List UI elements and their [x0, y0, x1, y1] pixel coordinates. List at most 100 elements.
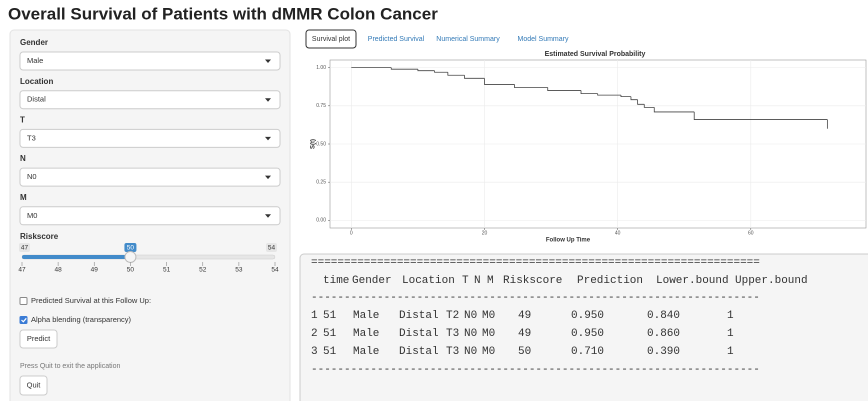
checkbox-label: Alpha blending (transparency) [31, 315, 132, 324]
select-box[interactable] [19, 206, 281, 226]
select-caret [265, 59, 271, 63]
quit-button-label: Quit [27, 380, 42, 389]
survival-step [637, 99, 645, 105]
tab-active-box [305, 29, 357, 49]
output-cell: 51 [323, 310, 337, 322]
output-cell: 51 [323, 346, 337, 358]
survival-step [390, 67, 418, 70]
tab[interactable]: Numerical Summary [436, 36, 500, 43]
select-caret [265, 136, 271, 141]
tab[interactable]: Predicted Survival [368, 36, 425, 43]
survival-step [514, 84, 548, 88]
select-box[interactable] [19, 51, 281, 71]
output-header: Prediction [577, 275, 643, 287]
output-header: Upper.bound [735, 275, 808, 287]
output-cell: T2 [446, 310, 459, 322]
y-tick-label: 1.00 [316, 65, 326, 71]
slider-max: 54 [268, 245, 276, 252]
output-header: Location [402, 275, 455, 287]
slider-fill [22, 255, 131, 259]
select-box[interactable] [19, 167, 281, 187]
survival-step [434, 70, 448, 73]
slider-tick-label: 53 [235, 267, 243, 274]
survival-step [620, 95, 631, 98]
output-header: N [474, 275, 481, 287]
output-cell: Distal [399, 346, 439, 358]
survival-step [547, 87, 582, 91]
y-tick-label: 0.50 [316, 141, 326, 147]
output-rule: ========================================… [311, 257, 760, 269]
output-header: M [487, 275, 494, 287]
page-title: Overall Survival of Patients with dMMR C… [8, 4, 438, 23]
quit-button[interactable] [19, 375, 48, 396]
select-value: Distal [27, 95, 46, 104]
input-label: Gender [20, 38, 48, 47]
checkbox[interactable] [19, 297, 28, 305]
select-value: N0 [27, 172, 37, 181]
output-cell: 0.950 [571, 310, 604, 322]
output-cell: 2 [311, 328, 318, 340]
input-label: N [20, 154, 26, 163]
input-label: Location [20, 77, 53, 86]
output-cell: N0 [464, 310, 477, 322]
output-cell: T3 [446, 328, 459, 340]
y-tick-label: 0.00 [316, 218, 326, 224]
output-cell: 0.390 [647, 346, 680, 358]
slider-tick-label: 52 [199, 267, 207, 274]
input-label: M [20, 193, 27, 202]
output-header: T [462, 275, 469, 287]
output-cell: Distal [399, 310, 439, 322]
survival-step [630, 96, 638, 101]
output-cell: 0.840 [647, 310, 680, 322]
y-tick-label: 0.25 [316, 180, 326, 186]
checkbox[interactable] [19, 316, 28, 324]
output-cell: Male [353, 346, 379, 358]
x-tick-label: 60 [748, 230, 754, 236]
slider-tick-label: 50 [127, 267, 135, 274]
output-rule: ----------------------------------------… [311, 292, 760, 304]
survival-step [653, 107, 695, 113]
survival-step [417, 69, 435, 72]
slider-tick-label: 54 [271, 267, 279, 274]
tab[interactable]: Survival plot [312, 36, 350, 43]
predict-button[interactable] [19, 329, 58, 349]
select-caret [265, 175, 271, 180]
output-header: time [323, 275, 349, 287]
check-mark [21, 317, 27, 323]
output-cell: T3 [446, 346, 459, 358]
y-axis-label: S(t) [311, 139, 317, 149]
slider-min-box [19, 243, 30, 252]
survival-step [580, 90, 598, 94]
output-cell: 49 [518, 328, 531, 340]
y-tick-label: 0.75 [316, 103, 326, 109]
output-header: Lower.bound [656, 275, 729, 287]
survival-step [643, 104, 655, 108]
output-cell: 51 [323, 328, 337, 340]
slider-value: 50 [127, 245, 135, 252]
tab[interactable]: Model Summary [518, 36, 569, 43]
output-cell: 0.860 [647, 328, 680, 340]
output-rule: ----------------------------------------… [311, 364, 760, 376]
slider-value-box [124, 243, 137, 252]
select-value: T3 [27, 133, 36, 142]
output-cell: 0.950 [571, 328, 604, 340]
output-cell: M0 [482, 328, 495, 340]
slider-label: Riskscore [20, 232, 59, 241]
output-cell: 1 [311, 310, 318, 322]
chart-title: Estimated Survival Probability [545, 51, 646, 58]
output-cell: M0 [482, 310, 495, 322]
output-cell: Male [353, 328, 379, 340]
x-axis-label: Follow Up Time [546, 238, 591, 244]
output-cell: M0 [482, 346, 495, 358]
slider-tick-label: 51 [163, 267, 171, 274]
select-caret [265, 214, 271, 218]
output-cell: 1 [727, 310, 734, 322]
select-box[interactable] [19, 90, 281, 110]
quit-note: Press Quit to exit the application [20, 363, 120, 370]
output-cell: N0 [464, 346, 477, 358]
select-box[interactable] [19, 128, 281, 148]
x-tick-label: 40 [615, 230, 621, 236]
slider-handle[interactable] [124, 251, 137, 263]
